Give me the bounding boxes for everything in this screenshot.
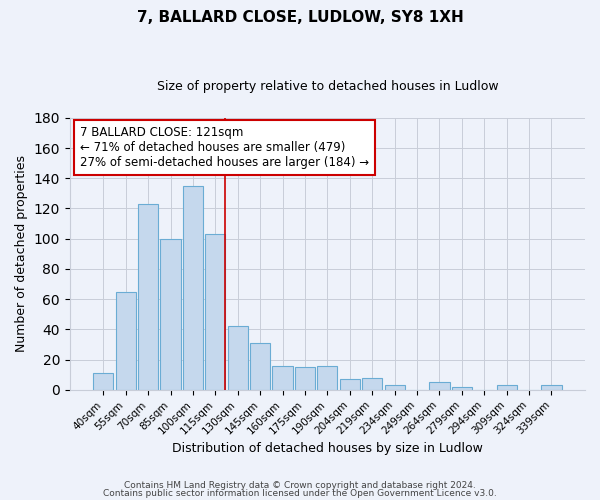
Bar — [250, 343, 270, 390]
Bar — [93, 373, 113, 390]
Bar — [317, 366, 337, 390]
Bar — [497, 386, 517, 390]
Bar — [272, 366, 293, 390]
Title: Size of property relative to detached houses in Ludlow: Size of property relative to detached ho… — [157, 80, 498, 93]
Text: Contains HM Land Registry data © Crown copyright and database right 2024.: Contains HM Land Registry data © Crown c… — [124, 481, 476, 490]
Bar — [227, 326, 248, 390]
X-axis label: Distribution of detached houses by size in Ludlow: Distribution of detached houses by size … — [172, 442, 483, 455]
Bar — [160, 238, 181, 390]
Bar — [340, 380, 360, 390]
Text: Contains public sector information licensed under the Open Government Licence v3: Contains public sector information licen… — [103, 488, 497, 498]
Y-axis label: Number of detached properties: Number of detached properties — [15, 156, 28, 352]
Bar — [362, 378, 382, 390]
Bar — [205, 234, 226, 390]
Bar — [385, 386, 405, 390]
Bar — [138, 204, 158, 390]
Text: 7 BALLARD CLOSE: 121sqm
← 71% of detached houses are smaller (479)
27% of semi-d: 7 BALLARD CLOSE: 121sqm ← 71% of detache… — [80, 126, 369, 169]
Bar — [116, 292, 136, 390]
Bar — [430, 382, 449, 390]
Bar — [452, 387, 472, 390]
Bar — [183, 186, 203, 390]
Bar — [295, 367, 315, 390]
Text: 7, BALLARD CLOSE, LUDLOW, SY8 1XH: 7, BALLARD CLOSE, LUDLOW, SY8 1XH — [137, 10, 463, 25]
Bar — [541, 386, 562, 390]
